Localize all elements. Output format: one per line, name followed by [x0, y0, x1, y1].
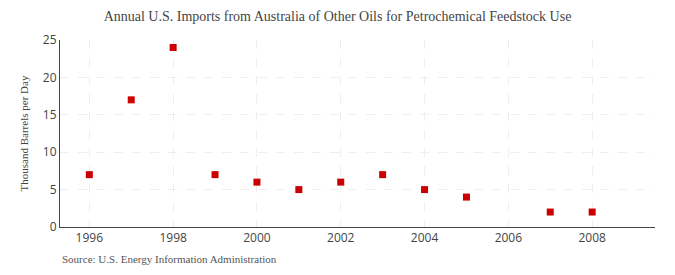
- svg-text:20: 20: [43, 69, 57, 86]
- svg-text:15: 15: [43, 106, 57, 123]
- svg-text:2004: 2004: [411, 229, 439, 246]
- svg-text:Thousand Barrels per Day: Thousand Barrels per Day: [18, 75, 30, 191]
- svg-text:2000: 2000: [243, 229, 271, 246]
- svg-text:25: 25: [43, 31, 57, 48]
- svg-text:5: 5: [50, 181, 57, 198]
- svg-text:2008: 2008: [578, 229, 606, 246]
- svg-text:2006: 2006: [495, 229, 523, 246]
- svg-text:Source: U.S. Energy Informatio: Source: U.S. Energy Information Administ…: [62, 253, 277, 265]
- svg-text:Annual U.S. Imports from Austr: Annual U.S. Imports from Australia of Ot…: [104, 9, 572, 24]
- svg-text:2002: 2002: [327, 229, 355, 246]
- svg-text:10: 10: [43, 143, 57, 160]
- svg-text:0: 0: [50, 218, 57, 235]
- svg-text:1996: 1996: [76, 229, 104, 246]
- svg-text:1998: 1998: [159, 229, 187, 246]
